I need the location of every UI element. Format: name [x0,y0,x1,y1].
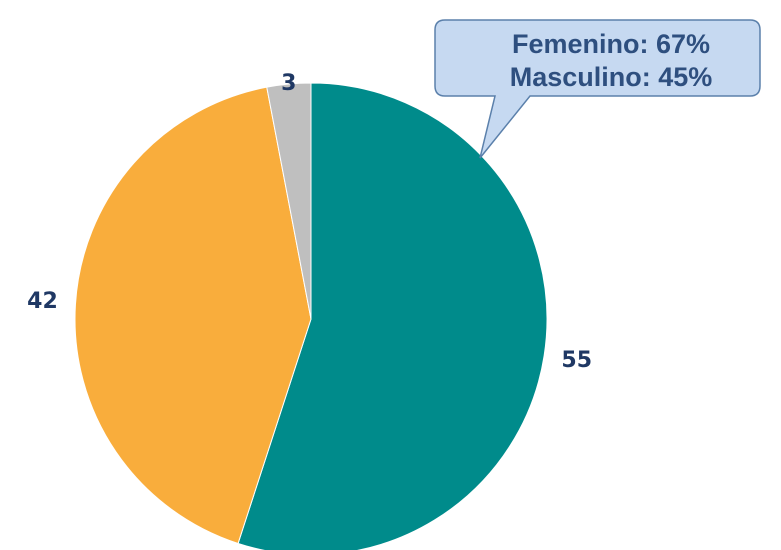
data-label: 55 [561,348,592,373]
data-label: 3 [281,71,296,96]
callout [434,19,761,159]
annotation: Masculino: 45% [510,62,713,92]
pie-slice [74,86,312,545]
pie [74,82,548,550]
pie-slice [237,82,548,550]
data-label: 42 [27,289,58,314]
pie-slice [266,82,312,320]
annotation: Femenino: 67% [512,29,710,59]
